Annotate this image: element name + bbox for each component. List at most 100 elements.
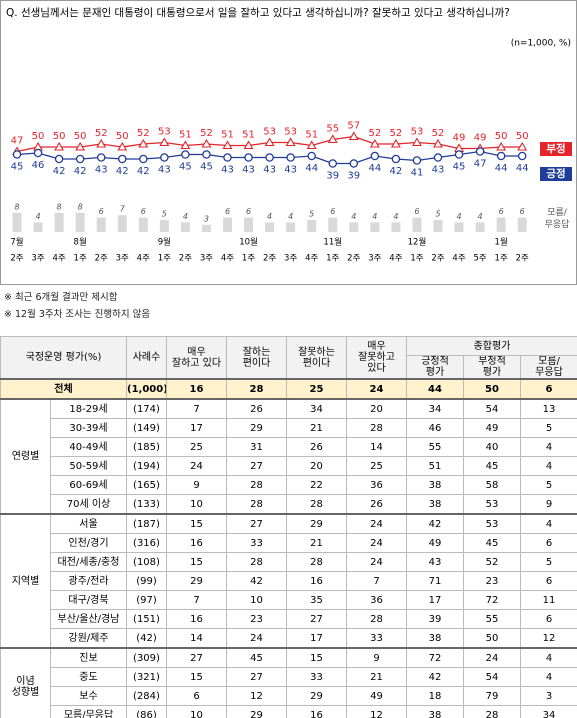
cell: (42) [126,628,167,649]
note: ※ 12월 3주차 조사는 진행하지 않음 [4,309,151,320]
cell: 6 [519,533,577,553]
cell: 17 [406,590,464,610]
bar [454,222,464,232]
marker [517,151,527,161]
bar-label: 4 [393,212,398,221]
group-label: 연령별 [0,398,51,515]
data-label: 45 [11,162,24,173]
cell: 30-39세 [50,418,127,438]
table-row: 30-39세 (149) 17 29 21 28 46 49 5 [1,418,577,438]
data-label: 49 [453,133,466,144]
cell: 53 [463,513,521,534]
cell: 4 [519,647,577,668]
table-row: 50-59세 (194) 24 27 20 25 51 45 4 [1,456,577,476]
cell: 7 [166,590,227,610]
cell: 26 [226,398,287,419]
x-tick-label: 2주 [10,254,23,264]
table-row: 보수 (284) 6 12 29 49 18 79 3 [1,686,577,706]
cell: 38 [406,628,464,649]
cell: 31 [226,437,287,457]
x-tick-label: 1주 [410,254,423,264]
cell: 21 [286,533,347,553]
cell: 15 [166,552,227,572]
cell: 10 [166,705,227,718]
bar [391,222,401,232]
header-cell: 종합평가 [405,336,577,356]
data-label: 46 [32,160,45,171]
data-label: 41 [411,168,424,179]
x-tick-label: 3주 [31,254,44,264]
month-label: 12월 [408,237,427,248]
cell: 전체 [0,378,127,400]
cell: (194) [126,456,167,476]
cell: 14 [166,628,227,649]
cell: 70세 이상 [50,494,127,515]
data-label: 53 [284,127,297,138]
data-label: 43 [284,165,297,176]
data-label: 44 [368,163,381,174]
bar-label: 4 [457,212,462,221]
cell: 광주/전라 [50,571,127,591]
cell: 46 [406,418,464,438]
cell: (108) [126,552,167,572]
data-label: 47 [474,159,487,170]
cell: 12 [226,686,287,706]
cell: 25 [286,378,347,400]
bar-label: 6 [246,207,251,216]
cell: 대전/세종/충청 [50,552,127,572]
marker [349,159,359,168]
data-label: 50 [53,131,66,142]
cell: 28 [463,705,521,718]
cell: 7 [346,571,407,591]
cell: 35 [286,590,347,610]
cell: 42 [406,513,464,534]
bar-label: 4 [478,212,483,221]
data-label: 52 [137,128,150,139]
x-tick-label: 1주 [74,254,87,264]
cell: 24 [346,552,407,572]
cell: 33 [286,667,347,687]
marker [243,140,254,150]
cell: 15 [286,647,347,668]
cell: 28 [346,609,407,629]
marker [12,150,22,159]
cell: 부산/울산/경남 [50,609,127,629]
marker [286,153,295,162]
bar [244,217,254,232]
table-row: 연령별 18-29세 (174) 7 26 34 20 34 54 13 [0,398,577,515]
data-label: 44 [305,163,318,174]
x-tick-label: 2주 [347,254,360,264]
cell: 40-49세 [50,437,127,457]
bar [328,217,338,232]
cell: 45 [463,533,521,553]
data-label: 52 [95,128,108,139]
cell: 33 [226,533,287,553]
total-row: 전체 (1,000) 16 28 25 24 44 50 6 [0,378,577,400]
marker [96,138,107,148]
bar [349,222,359,232]
cell: 서울 [50,513,127,534]
data-label: 52 [200,128,213,139]
table-row: 60-69세 (165) 9 28 22 36 38 58 5 [1,475,577,495]
marker [159,137,170,147]
data-label: 43 [221,165,234,176]
chart-title: Q. 선생님께서는 문재인 대통령이 대통령으로서 일을 잘하고 있다고 생각하… [6,6,510,19]
cell: 18-29세 [50,398,127,419]
cell: (174) [126,398,167,419]
cell: 5 [519,552,577,572]
table-row: 지역별 서울 (187) 15 27 29 24 42 53 4 [0,513,577,649]
bar-label: 6 [99,207,104,216]
header-cell: 긍정적 평가 [406,355,464,380]
bar [138,217,148,232]
cell: 28 [286,494,347,515]
cell: 14 [346,437,407,457]
bar [265,222,275,232]
cell: (149) [126,418,167,438]
marker [96,153,106,162]
cell: 15 [166,667,227,687]
marker [517,141,528,151]
cell: 24 [346,533,407,553]
cell: 29 [226,705,287,718]
cell: 49 [406,533,464,553]
note: ※ 최근 6개월 결과만 제시함 [4,292,118,303]
